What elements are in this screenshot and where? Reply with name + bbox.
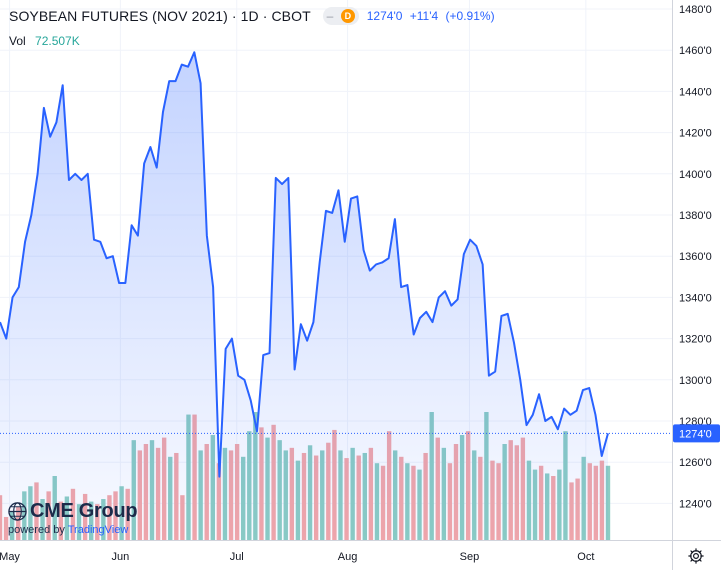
y-tick-label: 1420'0 (679, 128, 712, 140)
price-line (0, 51, 609, 478)
y-tick-label: 1260'0 (679, 457, 712, 469)
price-quote: 1274'0 +11'4 (+0.91%) (367, 9, 499, 23)
x-tick-label: Aug (338, 551, 358, 563)
price-axis-panel (672, 0, 721, 570)
x-tick-label: Sep (460, 551, 480, 563)
x-tick-label: May (0, 551, 20, 563)
y-tick-label: 1380'0 (679, 210, 712, 222)
y-tick-label: 1340'0 (679, 292, 712, 304)
time-axis-panel (0, 540, 721, 570)
cme-logo[interactable]: CME Group powered by TradingView (8, 500, 138, 536)
price-change: +11'4 (409, 9, 439, 23)
y-tick-label: 1320'0 (679, 334, 712, 346)
last-price: 1274'0 (366, 9, 403, 23)
volume-label[interactable]: Vol (9, 34, 26, 48)
powered-by-label: powered by (8, 524, 65, 536)
symbol-title[interactable]: SOYBEAN FUTURES (NOV 2021) · 1D · CBOT (9, 8, 311, 24)
delayed-data-badge[interactable]: D (340, 9, 355, 23)
cme-globe-icon (8, 502, 27, 521)
y-tick-label: 1360'0 (679, 251, 712, 263)
powered-by: powered by TradingView (8, 524, 137, 536)
y-tick-label: 1440'0 (679, 86, 712, 98)
x-tick-label: Jun (111, 551, 129, 563)
volume-legend: Vol 72.507K (9, 34, 80, 48)
tradingview-brand: TradingView (67, 524, 129, 536)
x-tick-label: Oct (577, 551, 594, 563)
last-price-tag (673, 424, 720, 443)
minimize-icon[interactable]: – (326, 9, 334, 23)
cme-logo-row: CME Group (8, 500, 138, 523)
y-tick-label: 1240'0 (679, 498, 712, 510)
y-tick-label: 1460'0 (679, 45, 712, 57)
volume-value: 72.507K (35, 34, 80, 48)
price-area-fill (0, 52, 608, 540)
cme-logo-text: CME Group (30, 500, 138, 522)
price-change-percent: (+0.91%) (445, 9, 495, 23)
y-tick-label: 1400'0 (679, 169, 712, 181)
y-tick-label: 1300'0 (679, 375, 712, 387)
last-price-tag-label: 1274'0 (679, 428, 712, 440)
x-tick-label: Jul (230, 551, 244, 563)
settings-gear-icon[interactable] (687, 547, 705, 565)
timeframe-pill[interactable]: – D (322, 7, 359, 25)
chart-header: SOYBEAN FUTURES (NOV 2021) · 1D · CBOT –… (9, 7, 499, 25)
y-tick-label: 1480'0 (679, 4, 712, 16)
